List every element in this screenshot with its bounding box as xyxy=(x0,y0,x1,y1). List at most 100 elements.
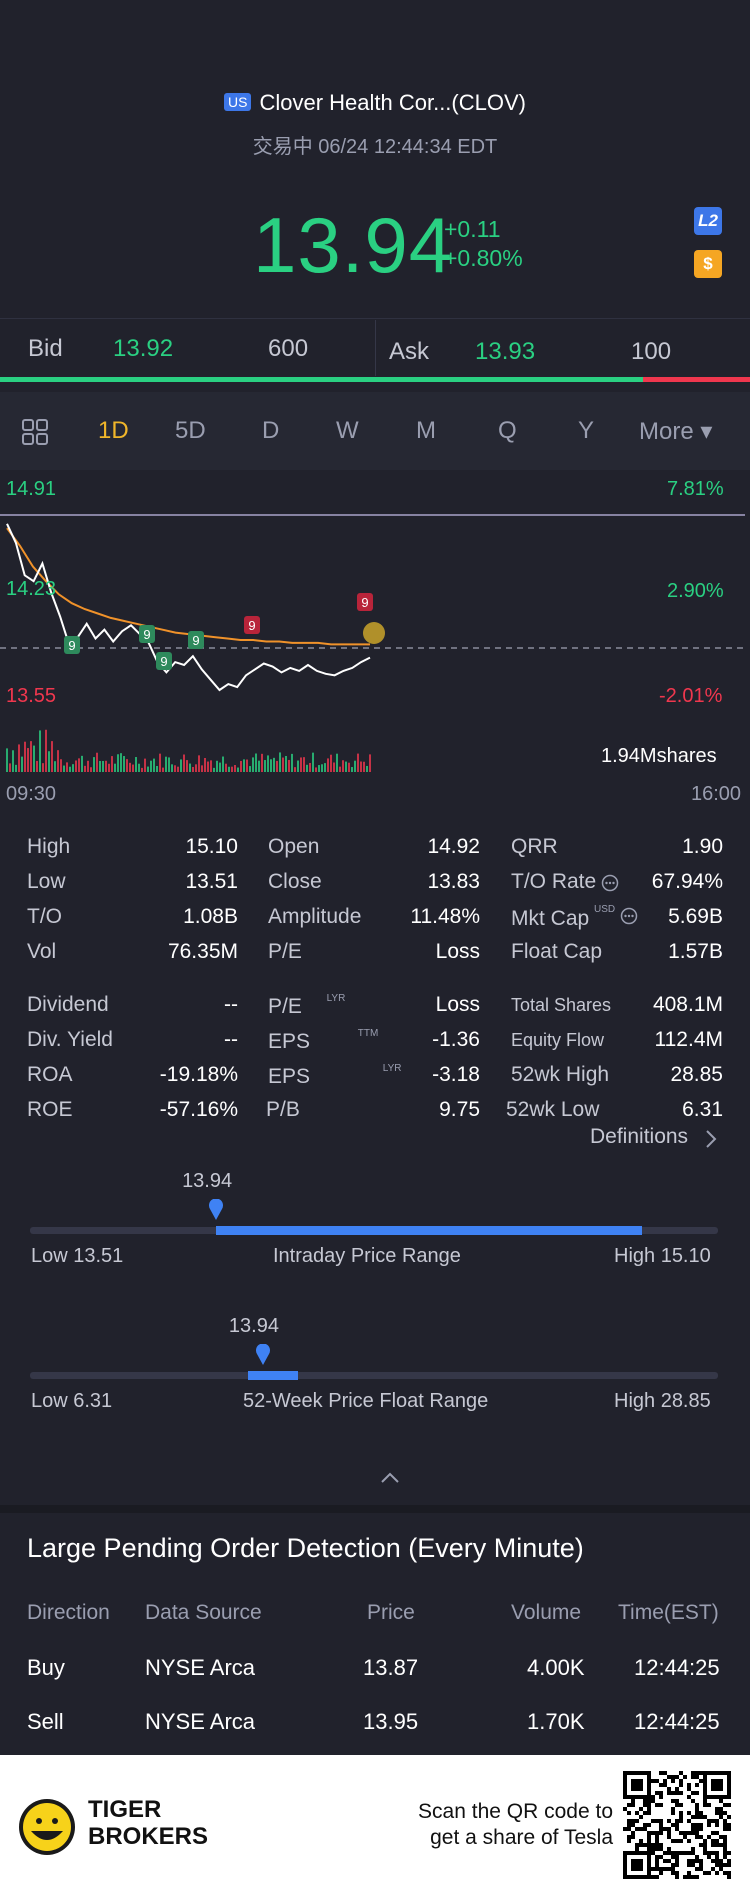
volume-bar xyxy=(360,761,362,772)
volume-bar xyxy=(282,757,284,772)
volume-bar xyxy=(48,751,50,772)
volume-bar xyxy=(141,767,143,772)
stat-label: ROA xyxy=(27,1063,73,1086)
week52-range: 13.94 Low 6.31 52-Week Price Float Range… xyxy=(0,1310,750,1420)
tab-5d[interactable]: 5D xyxy=(175,417,206,444)
intraday-chart[interactable]: 9 9 9 9 9 9 14.91 14.23 13.55 7.81% 2.90… xyxy=(0,470,750,810)
stat-label: T/O Rate xyxy=(511,870,597,893)
volume-bar xyxy=(258,760,260,772)
stat-value: 6.31 xyxy=(682,1098,723,1121)
volume-bar xyxy=(264,760,266,772)
info-icon[interactable] xyxy=(601,874,619,892)
pending-orders-panel: Large Pending Order Detection (Every Min… xyxy=(0,1505,750,1763)
volume-bar xyxy=(342,760,344,772)
order-volume: 1.70K xyxy=(527,1709,585,1734)
chevron-right-icon[interactable] xyxy=(704,1129,718,1149)
volume-bar xyxy=(315,767,317,772)
volume-bar xyxy=(234,765,236,772)
tab-day[interactable]: D xyxy=(262,417,280,444)
chevron-up-icon[interactable] xyxy=(380,1470,400,1484)
order-time: 12:44:25 xyxy=(634,1655,720,1680)
tab-more[interactable]: More ▾ xyxy=(639,418,713,445)
volume-bar xyxy=(24,741,26,772)
volume-bar xyxy=(45,729,47,772)
order-price: 13.87 xyxy=(363,1655,419,1680)
volume-bar xyxy=(237,767,239,772)
volume-bar xyxy=(345,761,347,772)
stat-label: P/E xyxy=(268,940,302,963)
pct-label-low: -2.01% xyxy=(659,685,723,707)
volume-bar xyxy=(255,753,257,772)
tab-week[interactable]: W xyxy=(336,417,359,444)
tab-month[interactable]: M xyxy=(416,417,436,444)
range-fill xyxy=(216,1226,642,1235)
volume-bar xyxy=(114,763,116,772)
volume-bar xyxy=(186,760,188,772)
stat-value: 28.85 xyxy=(670,1063,723,1086)
stock-title[interactable]: US Clover Health Cor...(CLOV) xyxy=(0,90,750,116)
definitions-link[interactable]: Definitions xyxy=(590,1125,689,1148)
promo-line-2: get a share of Tesla xyxy=(430,1826,613,1849)
stat-value: 1.90 xyxy=(682,835,723,858)
td-sequential-markers: 9 9 9 9 9 9 xyxy=(64,593,373,670)
volume-bar xyxy=(354,760,356,772)
bid-strength-bar xyxy=(0,377,643,382)
orders-title: Large Pending Order Detection (Every Min… xyxy=(27,1533,584,1563)
stat-value: 15.10 xyxy=(185,835,238,858)
layout-grid-icon[interactable] xyxy=(22,419,48,445)
volume-bar xyxy=(210,760,212,772)
y-label-low: 13.55 xyxy=(6,685,57,707)
volume-bar xyxy=(117,754,119,772)
volume-bar xyxy=(324,763,326,772)
current-point-marker xyxy=(363,622,385,644)
tab-quarter[interactable]: Q xyxy=(498,417,517,444)
volume-bar xyxy=(201,765,203,772)
volume-bar xyxy=(306,764,308,772)
brand-name: TIGER BROKERS xyxy=(88,1796,208,1850)
stat-label: Vol xyxy=(27,940,57,963)
superscript-usd: USD xyxy=(594,904,616,915)
range-low-label: Low 6.31 xyxy=(31,1390,113,1412)
range-high-label: High 28.85 xyxy=(614,1390,711,1412)
change-percent: +0.80% xyxy=(444,245,523,271)
stat-value: -57.16% xyxy=(159,1098,238,1121)
range-low-label: Low 13.51 xyxy=(31,1245,124,1267)
range-title: 52-Week Price Float Range xyxy=(243,1390,489,1412)
volume-bar xyxy=(27,748,29,772)
range-high-label: High 15.10 xyxy=(614,1245,711,1267)
bid-size: 600 xyxy=(268,335,309,362)
qr-code-icon[interactable] xyxy=(623,1771,731,1879)
info-icon[interactable] xyxy=(620,907,638,925)
volume-bar xyxy=(168,757,170,772)
volume-bar xyxy=(297,760,299,772)
tab-year[interactable]: Y xyxy=(578,417,595,444)
price-line xyxy=(6,523,371,692)
brand-line-2: BROKERS xyxy=(88,1823,209,1850)
range-fill xyxy=(247,1371,298,1380)
svg-text:9: 9 xyxy=(143,627,150,642)
stat-value: -1.36 xyxy=(432,1028,480,1051)
svg-text:9: 9 xyxy=(361,595,368,610)
market-badge: US xyxy=(224,93,252,111)
ask-size: 100 xyxy=(631,338,672,365)
volume-bar xyxy=(105,760,107,772)
level2-icon[interactable]: L2 xyxy=(694,207,722,235)
stat-label: P/E xyxy=(268,995,302,1018)
volume-bar xyxy=(159,753,161,772)
volume-bar xyxy=(108,763,110,772)
last-price: 13.94 xyxy=(253,201,454,289)
volume-bar xyxy=(207,761,209,772)
volume-bar xyxy=(270,759,272,772)
volume-bar xyxy=(321,764,323,772)
stat-value: 76.35M xyxy=(167,940,238,963)
stat-value: 5.69B xyxy=(668,905,723,928)
stat-value: -19.18% xyxy=(159,1063,238,1086)
bid-ask-divider xyxy=(375,320,376,376)
bid-price: 13.92 xyxy=(113,335,174,362)
tab-1d[interactable]: 1D xyxy=(98,417,129,444)
volume-bar xyxy=(132,764,134,772)
volume-bar xyxy=(30,741,32,772)
volume-bar xyxy=(153,758,155,772)
dollar-icon[interactable]: $ xyxy=(694,250,722,278)
range-title: Intraday Price Range xyxy=(273,1245,461,1267)
